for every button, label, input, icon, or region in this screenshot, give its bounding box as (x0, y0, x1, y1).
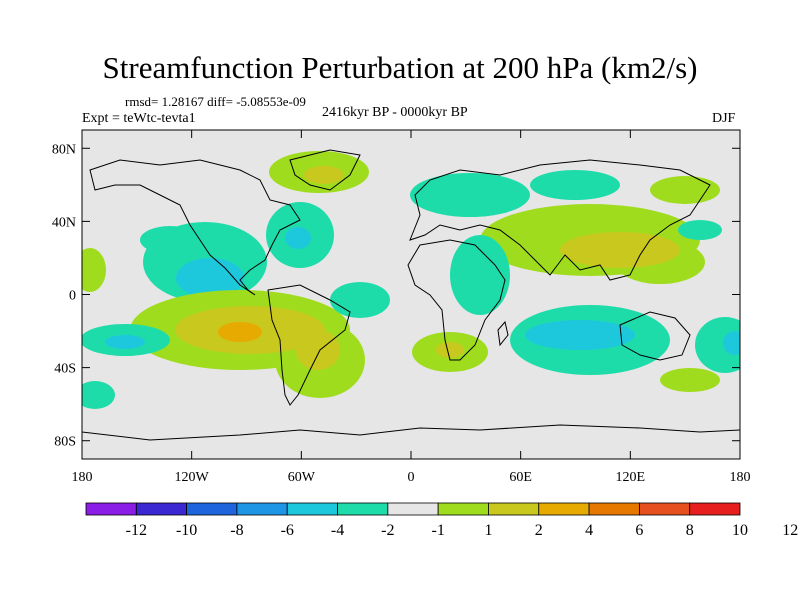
anomaly-greenland-core (304, 166, 344, 184)
colorbar-label-6: -1 (431, 522, 444, 539)
anomaly-sw-pac-neg (695, 317, 740, 373)
anomaly-atlantic-neg (330, 282, 390, 318)
colorbar: -12 -10 -8 -6 -4 -2 -1 1 2 4 6 8 10 12 (85, 502, 798, 539)
colorbar-label-11: 8 (686, 522, 694, 539)
colorbar-swatch-12 (689, 502, 741, 516)
colorbar-swatch-4 (286, 502, 338, 516)
lat-tick-label-2: 0 (69, 289, 76, 304)
anomaly-siberia-neg (530, 170, 620, 200)
coast-africa (407, 239, 506, 361)
colorbar-label-1: -10 (176, 522, 197, 539)
anomaly-safrica-core (436, 342, 464, 358)
lon-tick-label-6: 180 (730, 470, 751, 485)
coast-south-america (267, 284, 351, 406)
colorbar-label-12: 10 (732, 522, 748, 539)
anomaly-dateline-neg (82, 381, 115, 409)
anomaly-dateline-pos (82, 248, 106, 292)
lon-tick-label-2: 60W (288, 470, 316, 485)
colorbar-swatch-7 (437, 502, 489, 516)
colorbar-swatch-0 (85, 502, 137, 516)
colorbar-label-9: 4 (585, 522, 593, 539)
colorbar-label-10: 6 (635, 522, 643, 539)
period-label: 2416kyr BP - 0000kyr BP (322, 105, 468, 120)
lon-tick-label-4: 60E (509, 470, 532, 485)
lat-tick-label-3: 40S (54, 362, 76, 377)
colorbar-swatch-10 (588, 502, 640, 516)
rmsd-stats: rmsd= 1.28167 diff= -5.08553e-09 (125, 94, 306, 109)
anomaly-epac-neg-west (140, 226, 200, 254)
anomaly-kamchatka-pos (650, 176, 720, 204)
lon-tick-label-1: 120W (175, 470, 210, 485)
anomaly-epac-core (176, 258, 244, 298)
anomaly-indian-core (525, 320, 635, 350)
anomaly-sepac-core (218, 322, 262, 342)
axis-ticks: 80N 40N 0 40S 80S 180 120W 60W 0 60E 120E 180 (52, 130, 751, 485)
coast-antarctica (82, 424, 740, 441)
anomaly-spac-neg-core (105, 335, 145, 349)
colorbar-label-13: 12 (782, 522, 798, 539)
anomaly-africa-neg (450, 235, 510, 315)
season-label: DJF (712, 111, 736, 126)
colorbar-label-4: -4 (331, 522, 344, 539)
colorbar-label-3: -6 (281, 522, 294, 539)
lat-tick-label-1: 40N (52, 215, 76, 230)
colorbar-swatch-1 (135, 502, 188, 516)
coast-eurasia (409, 159, 711, 281)
lat-tick-label-0: 80N (52, 142, 76, 157)
coast-madagascar (497, 320, 509, 347)
colorbar-swatch-6 (387, 502, 439, 516)
lon-tick-label-0: 180 (72, 470, 93, 485)
colorbar-swatch-11 (638, 502, 691, 516)
coastlines (82, 149, 740, 441)
colorbar-label-8: 2 (535, 522, 543, 539)
lat-tick-label-4: 80S (54, 435, 76, 450)
anomaly-samerica-mid (296, 330, 340, 370)
coast-north-america (89, 159, 301, 296)
anomaly-so-pos (660, 368, 720, 392)
experiment-label: Expt = teWtc-tevta1 (82, 111, 196, 126)
colorbar-swatch-9 (538, 502, 590, 516)
coast-greenland (289, 149, 361, 191)
plot-title: Streamfunction Perturbation at 200 hPa (… (102, 50, 698, 85)
colorbar-swatch-8 (488, 502, 540, 516)
anomaly-field (82, 151, 740, 409)
colorbar-swatch-5 (337, 502, 389, 516)
colorbar-label-0: -12 (126, 522, 147, 539)
colorbar-label-5: -2 (381, 522, 394, 539)
anomaly-neurasia-neg (410, 173, 530, 217)
colorbar-swatch-3 (236, 502, 288, 516)
anomaly-npac-neg (678, 220, 722, 240)
colorbar-swatch-2 (186, 502, 238, 516)
lon-tick-label-3: 0 (408, 470, 415, 485)
anomaly-us-east-core (285, 227, 311, 249)
anomaly-sw-pac-core (723, 331, 740, 355)
colorbar-label-7: 1 (484, 522, 492, 539)
anomaly-asia-mid (560, 232, 680, 268)
colorbar-label-2: -8 (230, 522, 243, 539)
lon-tick-label-5: 120E (616, 470, 646, 485)
coast-australia (619, 311, 691, 361)
